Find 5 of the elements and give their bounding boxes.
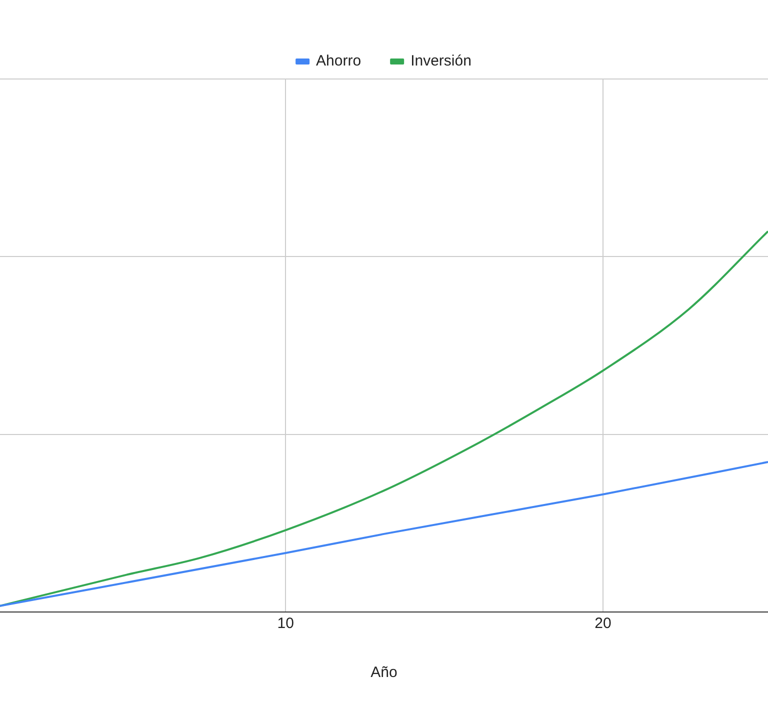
legend-label: Inversión [410,52,472,70]
legend-label: Ahorro [316,52,362,70]
x-axis-title: Año [370,664,398,682]
x-tick-label: 10 [277,615,294,632]
x-tick-label: 20 [594,615,612,632]
